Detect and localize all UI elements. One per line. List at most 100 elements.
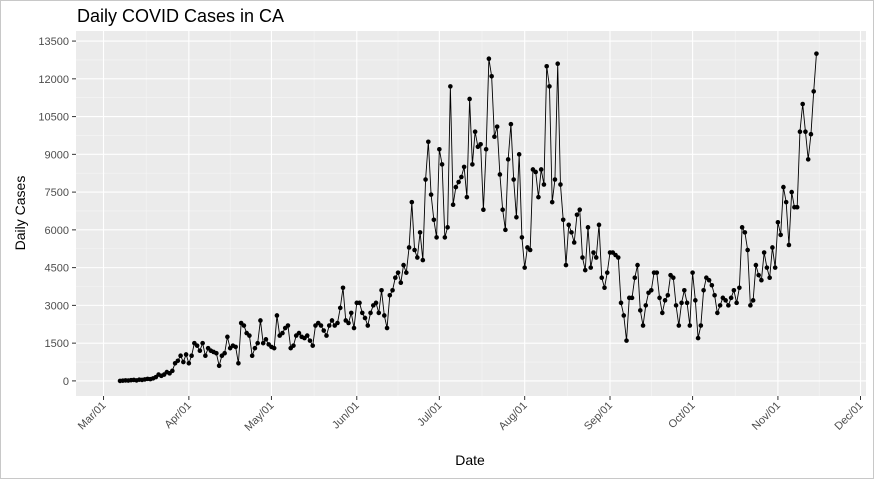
data-point: [549, 199, 555, 205]
data-point: [673, 303, 679, 308]
data-point: [420, 257, 426, 263]
data-point: [728, 295, 734, 301]
y-axis: 0 1500 3000 4500 6000 7500 9000 10500 12000 13500: [38, 36, 76, 388]
data-point: [186, 360, 192, 366]
y-tick-label: 12000: [38, 74, 69, 86]
data-point: [203, 353, 208, 359]
data-point: [571, 240, 577, 245]
data-point: [635, 262, 640, 268]
data-point: [486, 56, 492, 61]
data-point: [439, 162, 445, 167]
data-point: [409, 199, 415, 205]
data-point: [552, 177, 558, 182]
data-point: [346, 320, 351, 326]
data-point: [233, 344, 238, 350]
data-point: [657, 295, 662, 301]
data-point: [596, 222, 602, 228]
data-point: [544, 63, 549, 69]
data-point: [337, 305, 343, 311]
data-point: [514, 214, 519, 220]
data-point: [260, 340, 266, 346]
data-point: [340, 285, 346, 291]
data-point: [715, 310, 720, 316]
data-point: [574, 212, 580, 218]
series-daily-cases: [117, 51, 819, 384]
data-point: [296, 330, 302, 336]
data-point: [665, 293, 671, 298]
data-point: [734, 300, 739, 306]
data-point: [357, 300, 362, 306]
data-point: [324, 333, 329, 338]
data-point: [428, 192, 434, 197]
y-axis-title: Daily Cases: [12, 176, 28, 251]
x-tick-label: Jul/01: [415, 400, 444, 429]
data-point: [803, 129, 808, 134]
data-point: [200, 340, 205, 346]
y-tick-label: 10500: [38, 112, 69, 124]
data-point: [241, 323, 247, 328]
data-point: [591, 250, 596, 255]
data-point: [437, 147, 442, 152]
data-point: [362, 315, 368, 321]
data-point: [602, 285, 607, 291]
data-point: [359, 310, 365, 316]
data-point: [189, 353, 194, 359]
data-point: [811, 89, 816, 94]
data-point: [693, 298, 698, 303]
data-point: [434, 235, 439, 240]
data-point: [497, 172, 503, 177]
data-point: [467, 96, 472, 102]
y-tick-label: 0: [63, 376, 69, 388]
x-tick-label: May/01: [243, 400, 277, 434]
data-point: [321, 328, 327, 333]
y-tick-label: 7500: [45, 187, 69, 199]
x-tick-label: Mar/01: [76, 400, 109, 433]
data-point: [247, 333, 252, 338]
data-point: [280, 330, 285, 336]
data-point: [511, 177, 516, 182]
data-point: [775, 220, 781, 225]
data-point: [489, 74, 494, 79]
data-point: [563, 262, 569, 268]
data-point: [368, 310, 373, 316]
data-point: [456, 179, 461, 185]
data-point: [560, 217, 566, 223]
data-point: [569, 230, 574, 235]
data-point: [577, 207, 583, 213]
data-point: [431, 217, 437, 223]
data-point: [794, 204, 800, 210]
data-point: [519, 235, 525, 240]
data-point: [351, 325, 357, 331]
data-point: [442, 235, 448, 240]
data-point: [536, 194, 541, 200]
y-tick-label: 4500: [45, 263, 69, 275]
data-point: [671, 275, 676, 280]
data-point: [629, 295, 635, 301]
data-point: [307, 338, 313, 343]
data-point: [285, 323, 291, 328]
data-point: [814, 51, 819, 56]
data-point: [470, 162, 475, 167]
data-point: [464, 194, 470, 200]
data-point: [772, 265, 778, 270]
data-point: [662, 298, 668, 303]
x-tick-label: Dec/01: [832, 400, 865, 433]
data-point: [593, 255, 599, 260]
data-point: [381, 313, 387, 318]
data-point: [310, 343, 316, 348]
data-point: [527, 247, 533, 253]
y-tick-label: 3000: [45, 300, 69, 312]
x-tick-label: Jun/01: [330, 400, 362, 432]
data-point: [541, 182, 547, 187]
minor-gridlines: [76, 31, 866, 396]
data-point: [291, 343, 296, 348]
y-tick-label: 6000: [45, 225, 69, 237]
data-point: [690, 270, 695, 275]
data-point: [236, 360, 241, 366]
y-tick-label: 9000: [45, 149, 69, 161]
data-point: [800, 101, 805, 107]
data-point: [538, 167, 544, 172]
data-point: [555, 61, 561, 67]
data-point: [547, 84, 552, 89]
